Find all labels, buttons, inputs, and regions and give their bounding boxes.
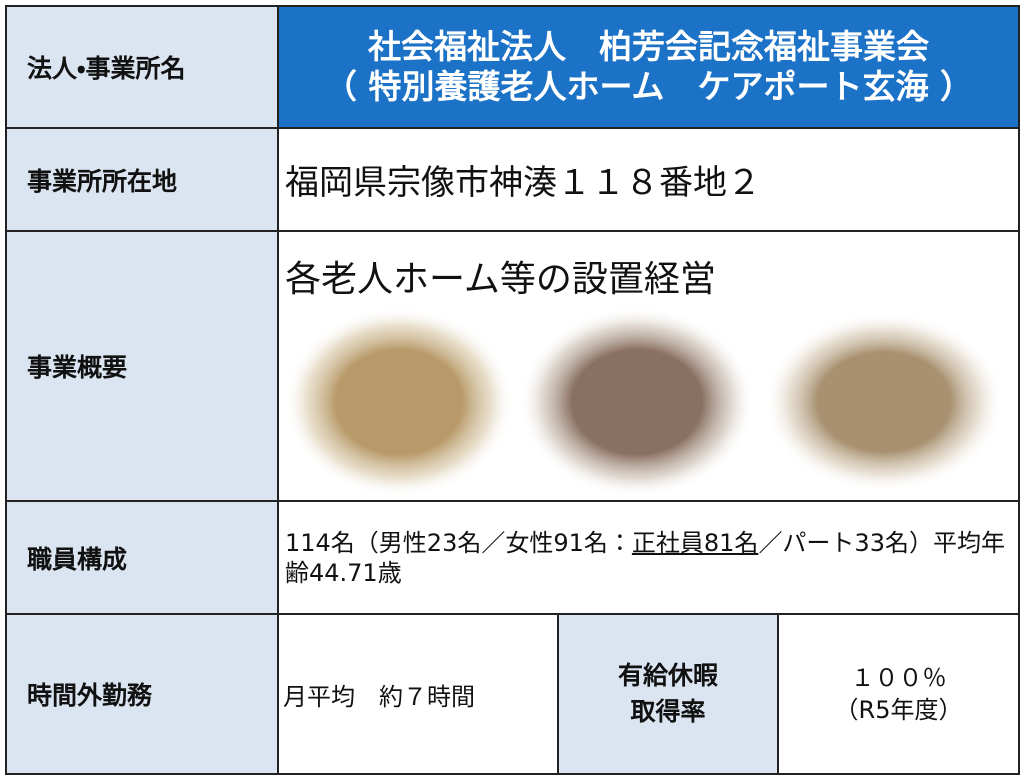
photo: [519, 307, 755, 497]
staff-text: 114名（男性23名／女性91名：正社員81名／パート33名）平均年齢44.71…: [285, 528, 1012, 588]
header-cell: 社会福祉法人 柏芳会記念福祉事業会 （ 特別養護老人ホーム ケアポート玄海 ）: [277, 5, 1020, 129]
label-cell: 法人・事業所名: [5, 5, 279, 129]
label: 取得率: [630, 697, 706, 726]
label-cell: 職員構成: [5, 500, 279, 615]
label: 有給休暇: [617, 661, 718, 690]
note: （R5年度）: [834, 696, 963, 724]
value-cell: １００％ （R5年度）: [777, 613, 1020, 775]
underlined-text: 正社員81名: [631, 528, 759, 557]
label: 事業概要: [27, 353, 128, 382]
photo: [764, 312, 1004, 492]
paid-leave-rate: １００％: [850, 664, 947, 692]
photo: [284, 307, 514, 497]
overtime: 月平均 約７時間: [283, 682, 475, 711]
label: 法人・事業所名: [27, 54, 186, 83]
value-cell: 114名（男性23名／女性91名：正社員81名／パート33名）平均年齢44.71…: [277, 500, 1020, 615]
photos: [284, 307, 1004, 497]
value-cell: 月平均 約７時間: [277, 613, 559, 775]
label: 事業所所在地: [27, 166, 178, 196]
text: 114名（男性23名／女性91名：: [285, 528, 632, 557]
label: 職員構成: [27, 544, 128, 574]
text: ／パート33名）平均年齢44.71歳: [285, 528, 1005, 587]
business: 各老人ホーム等の設置経営: [285, 259, 716, 300]
facility-name: （ 特別養護老人ホーム ケアポート玄海 ）: [324, 67, 973, 106]
label-cell: 事業所所在地: [5, 127, 279, 232]
label-cell: 有給休暇 取得率: [557, 613, 779, 775]
label: 時間外勤務: [27, 681, 153, 710]
label-cell: 事業概要: [5, 230, 279, 502]
value-cell: 各老人ホーム等の設置経営: [277, 230, 1020, 502]
value-cell: 福岡県宗像市神湊１１８番地２: [277, 127, 1020, 232]
address: 福岡県宗像市神湊１１８番地２: [285, 163, 761, 203]
label-cell: 時間外勤務: [5, 613, 279, 775]
corporation-name: 社会福祉法人 柏芳会記念福祉事業会: [368, 27, 929, 66]
